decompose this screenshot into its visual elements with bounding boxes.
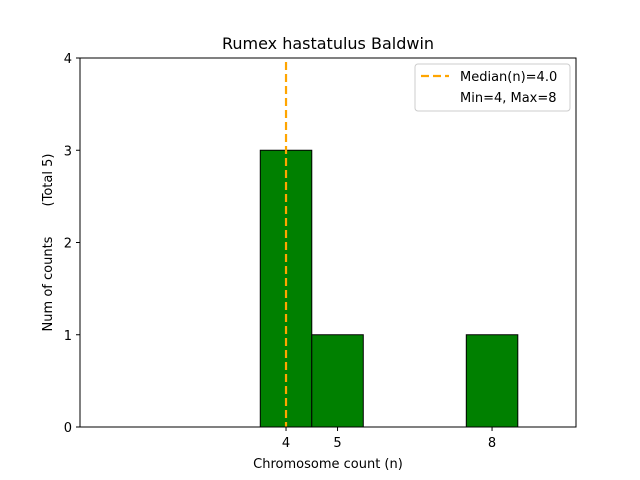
x-axis-ticks: 4 5 8 — [282, 427, 496, 451]
y-axis-ticks: 0 1 2 3 4 — [64, 52, 80, 436]
histogram-bar — [465, 334, 519, 428]
y-axis-label: Num of counts — [41, 236, 56, 331]
y-tick-label: 3 — [64, 144, 72, 159]
histogram-bar — [259, 149, 313, 428]
plot-frame — [79, 57, 577, 428]
histogram-bar — [311, 334, 364, 428]
x-axis-label: Chromosome count (n) — [253, 457, 403, 472]
legend-median-label: Median(n)=4.0 — [460, 70, 557, 85]
y-axis-total-note: (Total 5) — [41, 154, 56, 207]
x-tick-label: 8 — [488, 436, 496, 451]
y-tick-label: 2 — [64, 237, 72, 252]
y-tick-label: 1 — [64, 329, 72, 344]
y-tick-label: 4 — [64, 52, 72, 67]
x-tick-label: 4 — [282, 436, 290, 451]
y-tick-label: 0 — [64, 421, 72, 436]
legend: Median(n)=4.0 Min=4, Max=8 — [414, 63, 571, 112]
bars-group — [259, 149, 519, 428]
chart-title: Rumex hastatulus Baldwin — [222, 34, 434, 53]
legend-range-label: Min=4, Max=8 — [460, 91, 557, 106]
legend-box — [414, 63, 571, 112]
x-tick-label: 5 — [333, 436, 341, 451]
